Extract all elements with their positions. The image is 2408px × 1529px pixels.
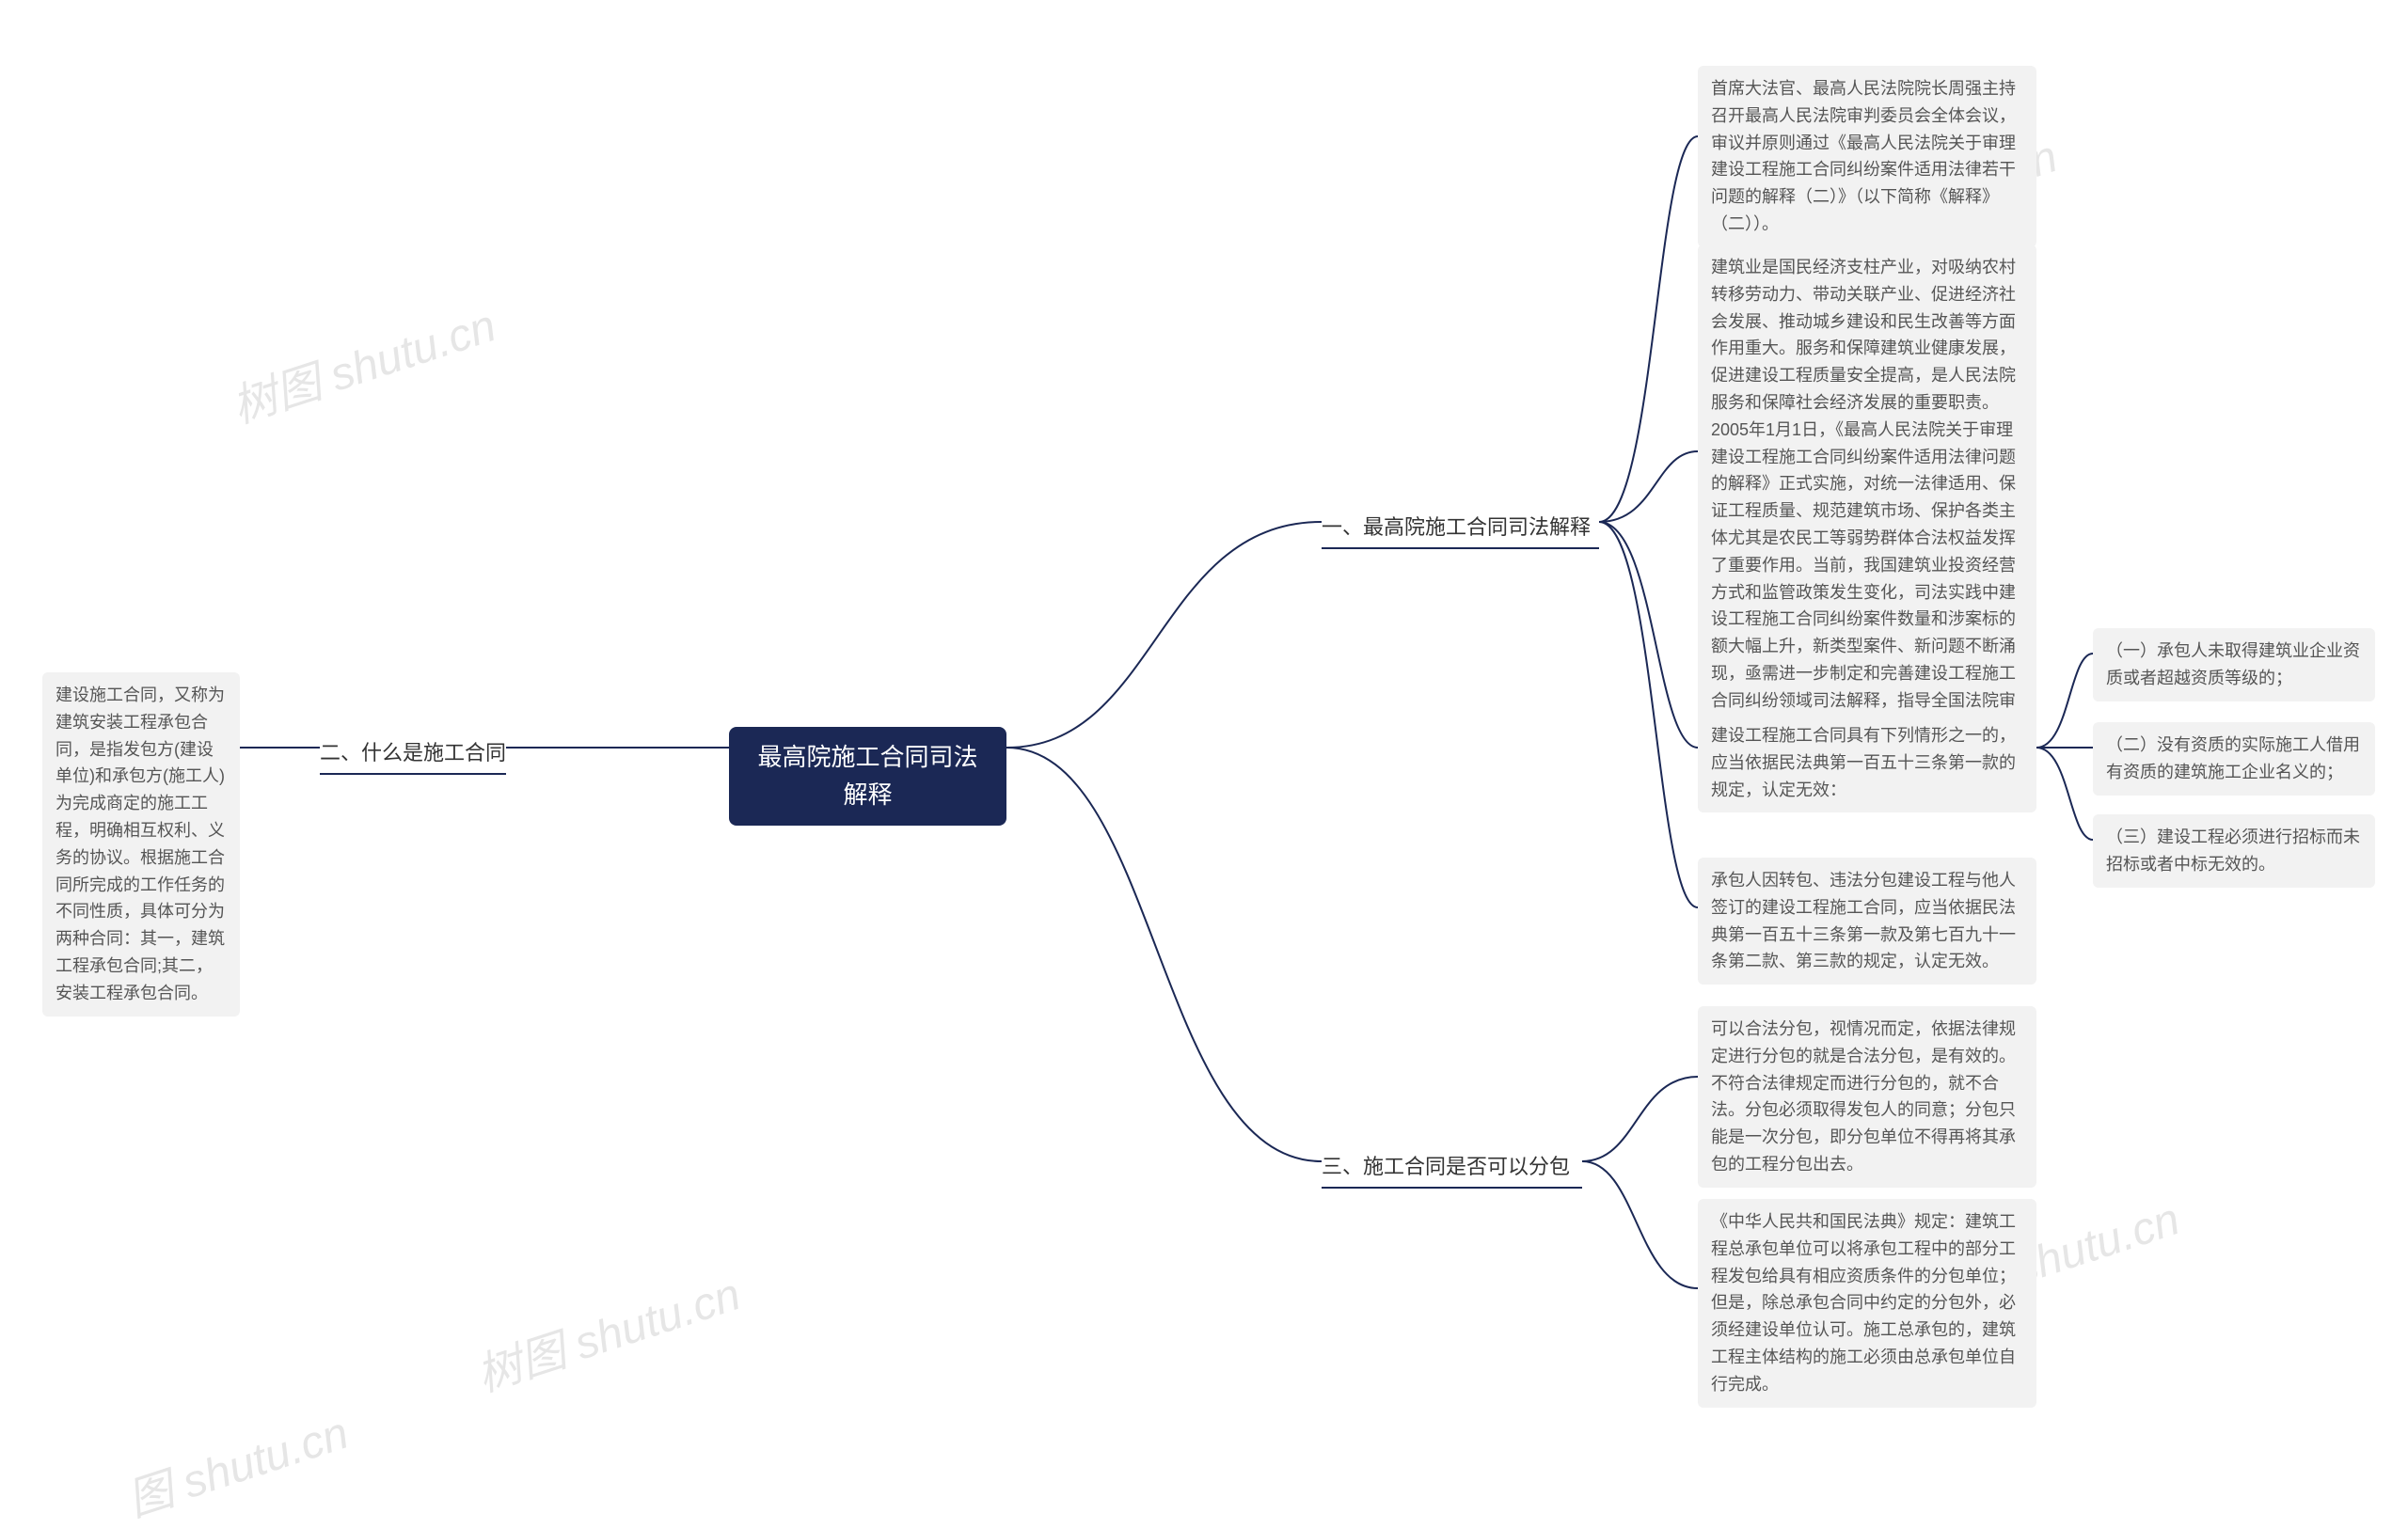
branch-3[interactable]: 三、施工合同是否可以分包 <box>1322 1147 1582 1189</box>
watermark: 树图 shutu.cn <box>467 1257 747 1404</box>
branch-1[interactable]: 一、最高院施工合同司法解释 <box>1322 508 1599 549</box>
root-node[interactable]: 最高院施工合同司法解释 <box>729 727 1006 826</box>
leaf-1-4: 承包人因转包、违法分包建设工程与他人签订的建设工程施工合同，应当依据民法典第一百… <box>1698 858 2036 985</box>
leaf-1-2: 建筑业是国民经济支柱产业，对吸纳农村转移劳动力、带动关联产业、促进经济社会发展、… <box>1698 244 2036 750</box>
leaf-1-3-1: （一）承包人未取得建筑业企业资质或者超越资质等级的； <box>2093 628 2375 701</box>
leaf-1-1: 首席大法官、最高人民法院院长周强主持召开最高人民法院审判委员会全体会议，审议并原… <box>1698 66 2036 247</box>
leaf-1-3-2: （二）没有资质的实际施工人借用有资质的建筑施工企业名义的； <box>2093 722 2375 796</box>
branch-2[interactable]: 二、什么是施工合同 <box>320 733 506 775</box>
leaf-1-3: 建设工程施工合同具有下列情形之一的，应当依据民法典第一百五十三条第一款的规定，认… <box>1698 713 2036 812</box>
leaf-3-2: 《中华人民共和国民法典》规定：建筑工程总承包单位可以将承包工程中的部分工程发包给… <box>1698 1199 2036 1408</box>
leaf-3-1: 可以合法分包，视情况而定，依据法律规定进行分包的就是合法分包，是有效的。不符合法… <box>1698 1006 2036 1188</box>
watermark: 树图 shutu.cn <box>222 289 502 435</box>
leaf-1-3-3: （三）建设工程必须进行招标而未招标或者中标无效的。 <box>2093 814 2375 888</box>
watermark: 图 shutu.cn <box>118 1395 356 1529</box>
leaf-2-1: 建设施工合同，又称为建筑安装工程承包合同，是指发包方(建设单位)和承包方(施工人… <box>42 672 240 1017</box>
